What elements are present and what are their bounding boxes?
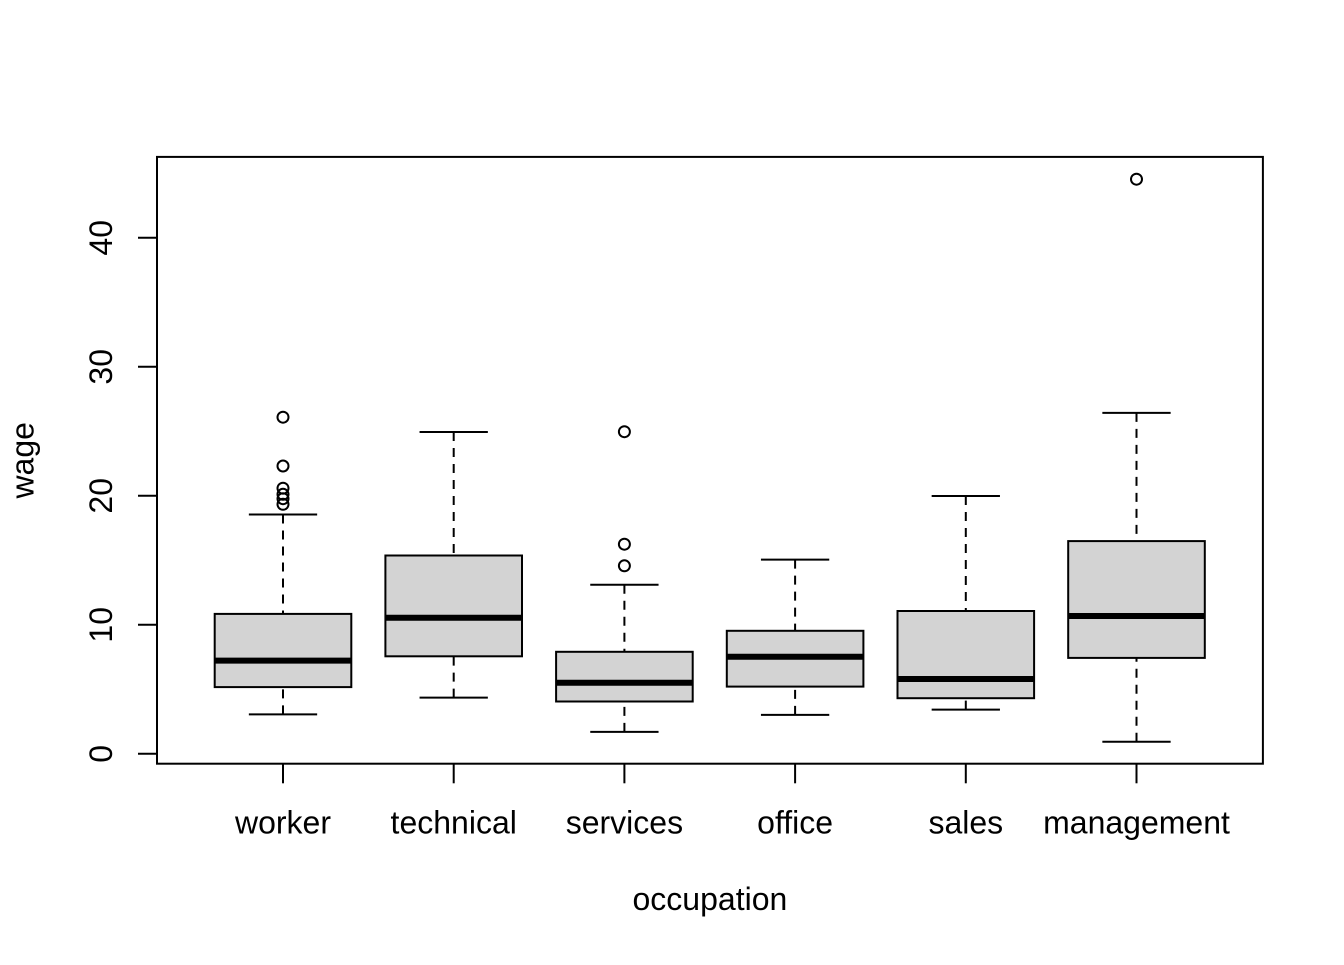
- svg-text:0: 0: [83, 745, 119, 763]
- svg-text:services: services: [566, 805, 683, 841]
- svg-text:10: 10: [83, 607, 119, 643]
- svg-text:wage: wage: [5, 422, 41, 500]
- svg-text:occupation: occupation: [633, 881, 788, 917]
- svg-text:technical: technical: [391, 805, 517, 841]
- svg-text:30: 30: [83, 349, 119, 385]
- svg-text:20: 20: [83, 478, 119, 514]
- svg-text:40: 40: [83, 220, 119, 256]
- svg-text:worker: worker: [234, 805, 331, 841]
- svg-text:sales: sales: [928, 805, 1003, 841]
- svg-text:management: management: [1043, 805, 1230, 841]
- svg-text:office: office: [757, 805, 833, 841]
